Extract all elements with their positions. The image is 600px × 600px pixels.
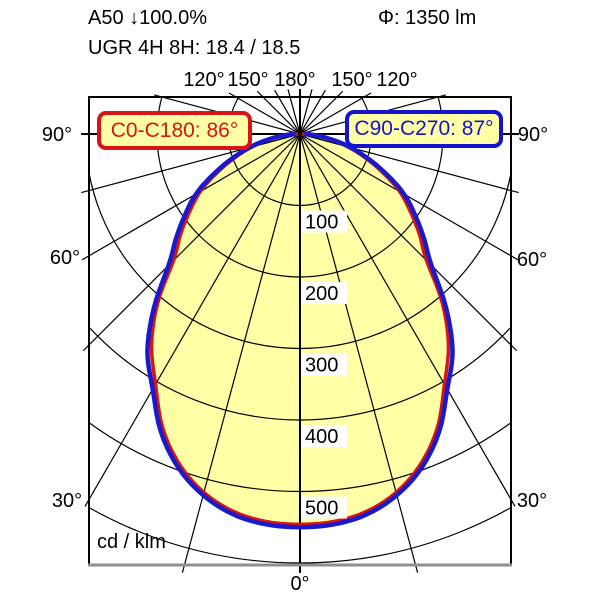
top-axis-label-150-left: 150°: [227, 69, 269, 91]
svg-text:200: 200: [305, 283, 338, 305]
luminous-flux-label: Φ: 1350 lm: [378, 7, 477, 29]
legend-label-c0: C0-C180: 86°: [110, 118, 239, 142]
angle-label-60-right: 60°: [516, 249, 548, 271]
top-axis-label-120-right: 120°: [376, 69, 418, 91]
units-label: cd / klm: [97, 531, 166, 553]
top-axis-label-180: 180°: [274, 69, 316, 91]
lamp-output-label: A50 ↓100.0%: [88, 7, 207, 29]
angle-label-30-right: 30°: [516, 490, 548, 512]
legend-box-c0: C0-C180: 86°: [97, 111, 252, 150]
svg-text:400: 400: [305, 426, 338, 448]
angle-label-90-left: 90°: [41, 124, 73, 146]
ugr-label: UGR 4H 8H: 18.4 / 18.5: [88, 37, 301, 59]
top-axis-label-150-right: 150°: [331, 69, 373, 91]
angle-label-90-right: 90°: [517, 124, 549, 146]
angle-label-60-left: 60°: [49, 247, 81, 269]
angle-label-0-bottom: 0°: [290, 573, 310, 595]
angle-label-30-left: 30°: [51, 490, 83, 512]
svg-text:100: 100: [305, 212, 338, 234]
legend-label-c90: C90-C270: 87°: [354, 117, 494, 140]
top-axis-label-120-left: 120°: [183, 69, 225, 91]
legend-box-c90: C90-C270: 87°: [345, 110, 503, 148]
svg-text:300: 300: [305, 355, 338, 377]
svg-text:500: 500: [305, 498, 338, 520]
